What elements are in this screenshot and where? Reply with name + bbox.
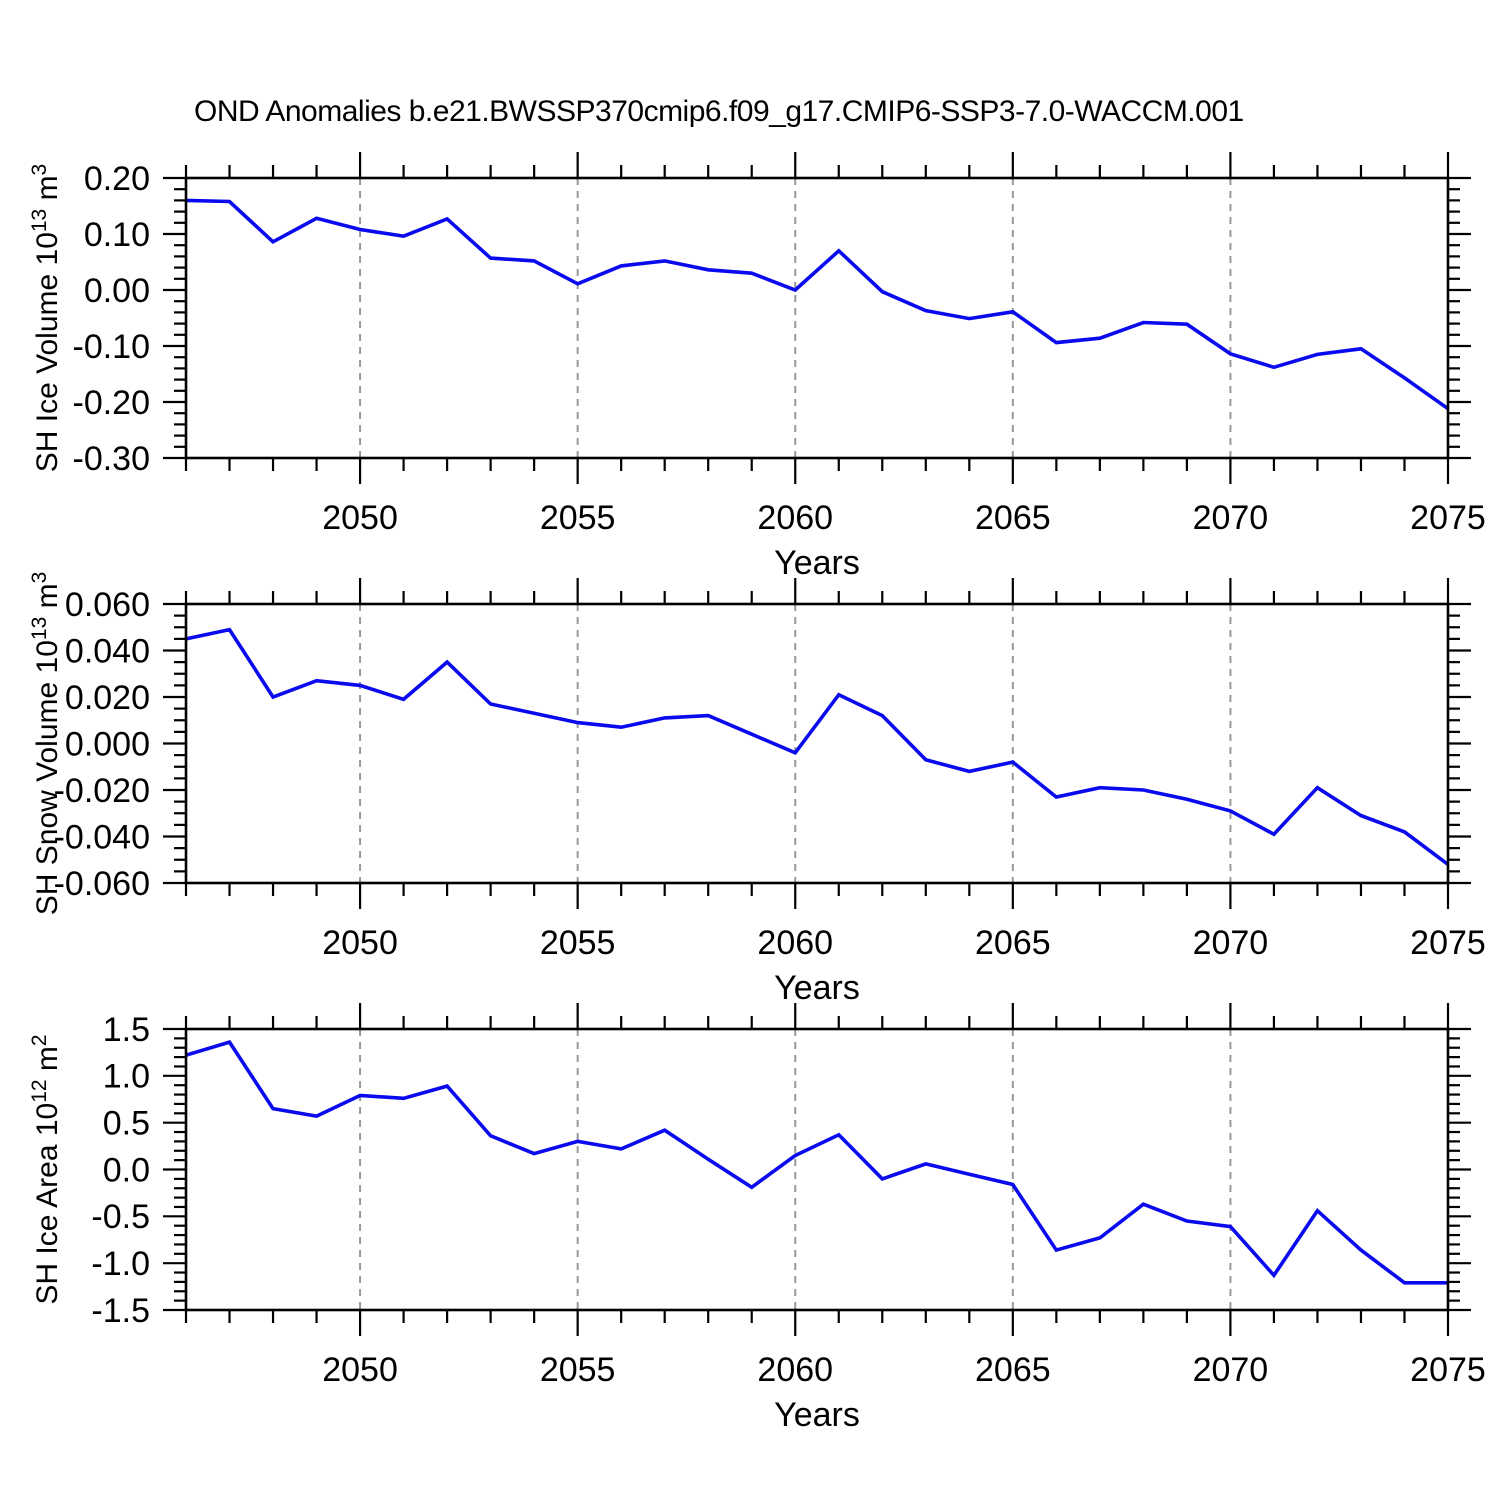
y-tick-label: -0.30 [73, 440, 151, 478]
y-tick-label: 1.5 [103, 1011, 150, 1049]
y-tick-label: -0.20 [73, 384, 151, 422]
panel-sh-ice-volume: 0.20 0.10 0.00 -0.10 -0.20 -0.30 2050 2055 2060 2… [28, 152, 1486, 582]
panel-frame [184, 1027, 1450, 1312]
data-line-sh-ice-area [185, 1039, 1448, 1285]
x-tick-label: 2060 [757, 1351, 833, 1389]
y-tick-label: 0.060 [65, 586, 150, 624]
y-tick-label: 0.000 [65, 725, 150, 763]
panel-sh-snow-volume: 0.060 0.040 0.020 0.000 -0.020 -0.040 -0.060 20… [28, 572, 1486, 1007]
y-tick-label: 0.20 [84, 160, 150, 198]
x-tick-label: 2055 [540, 499, 616, 537]
x-tick-label: 2060 [757, 499, 833, 537]
x-tick-label: 2055 [540, 1351, 616, 1389]
x-axis-title: Years [774, 544, 860, 582]
x-tick-label: 2050 [322, 1351, 398, 1389]
y-tick-label: 0.00 [84, 272, 150, 310]
x-tick-label: 2055 [540, 924, 616, 962]
y-tick-label: -0.10 [73, 328, 151, 366]
y-tick-label: -0.020 [54, 772, 150, 810]
y-tick-label: -1.0 [91, 1245, 150, 1283]
y-axis-title: SH Ice Volume 1013 m3 [28, 164, 64, 473]
y-tick-label: -0.060 [54, 865, 150, 903]
x-tick-label: 2070 [1193, 924, 1269, 962]
x-tick-label: 2075 [1410, 1351, 1486, 1389]
y-tick-label: -1.5 [91, 1292, 150, 1330]
panel-sh-ice-area: 1.5 1.0 0.5 0.0 -0.5 -1.0 -1.5 2050 2055 2060 2065… [28, 1003, 1486, 1434]
data-line-sh-snow-volume [185, 627, 1450, 866]
y-tick-label: -0.040 [54, 818, 150, 856]
y-tick-label: 0.0 [103, 1151, 150, 1189]
x-tick-label: 2070 [1193, 499, 1269, 537]
y-axis-title: SH Ice Area 1012 m2 [28, 1034, 64, 1304]
panel-frame [184, 602, 1450, 885]
x-tick-label: 2075 [1410, 499, 1486, 537]
y-tick-label: 0.020 [65, 679, 150, 717]
x-axis-title: Years [774, 969, 860, 1007]
x-tick-label: 2050 [322, 499, 398, 537]
x-tick-label: 2060 [757, 924, 833, 962]
x-tick-label: 2065 [975, 499, 1051, 537]
y-axis-title: SH Snow Volume 1013 m3 [28, 572, 64, 916]
x-tick-label: 2065 [975, 924, 1051, 962]
y-tick-label: 0.040 [65, 632, 150, 670]
x-tick-label: 2070 [1193, 1351, 1269, 1389]
x-tick-label: 2065 [975, 1351, 1051, 1389]
y-tick-label: 0.10 [84, 216, 150, 254]
x-tick-label: 2050 [322, 924, 398, 962]
data-line-sh-ice-volume [185, 198, 1450, 411]
y-tick-label: -0.5 [91, 1198, 150, 1236]
panel-frame [184, 176, 1450, 460]
x-tick-label: 2075 [1410, 924, 1486, 962]
chart-title-text: OND Anomalies b.e21.BWSSP370cmip6.f09_g1… [194, 95, 1244, 128]
x-axis-title: Years [774, 1396, 860, 1434]
y-tick-label: 1.0 [103, 1058, 150, 1096]
y-tick-label: 0.5 [103, 1105, 150, 1143]
